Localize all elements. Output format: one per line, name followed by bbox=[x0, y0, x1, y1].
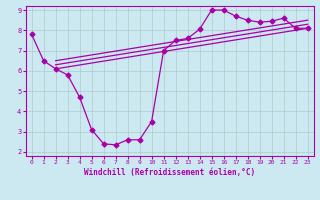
X-axis label: Windchill (Refroidissement éolien,°C): Windchill (Refroidissement éolien,°C) bbox=[84, 168, 255, 177]
